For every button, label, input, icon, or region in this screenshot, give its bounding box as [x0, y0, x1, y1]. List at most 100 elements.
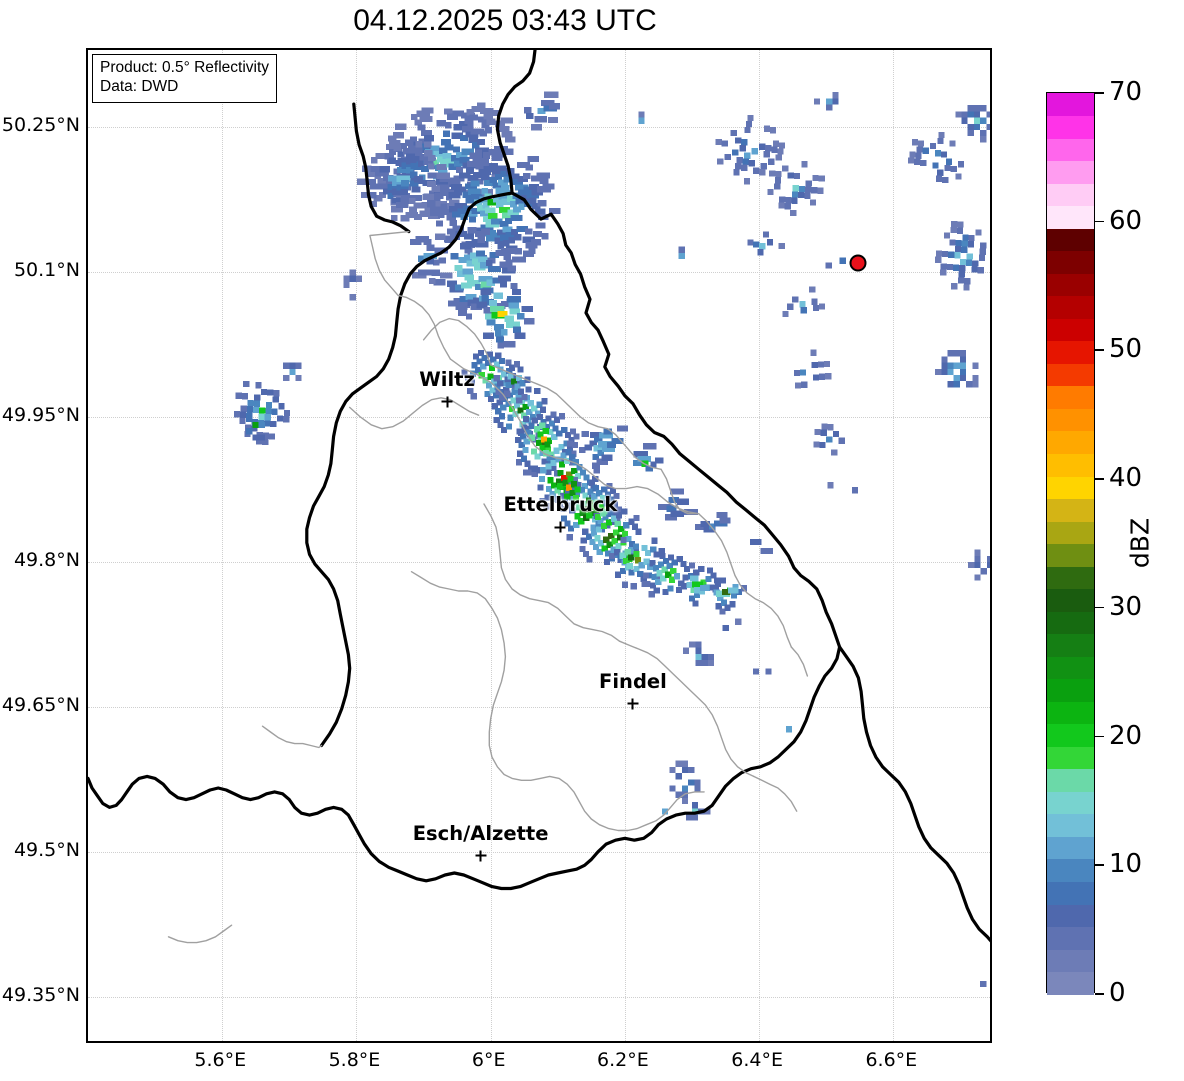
colorbar-segment	[1047, 520, 1094, 545]
colorbar-segment	[1047, 138, 1094, 162]
city-label-wiltz: Wiltz	[419, 367, 475, 391]
colorbar-tick-label: 30	[1109, 591, 1143, 622]
x-axis-tick-label: 6.6°E	[865, 1049, 918, 1071]
gridline-vertical	[222, 50, 224, 1041]
colorbar-segment	[1047, 543, 1094, 567]
admin-boundary	[410, 571, 629, 832]
colorbar-segment	[1047, 475, 1094, 500]
colorbar-tick	[1095, 606, 1104, 609]
y-axis-tick-label: 50.1°N	[13, 259, 80, 282]
admin-boundary	[606, 428, 662, 470]
info-data-line: Data: DWD	[100, 77, 179, 95]
colorbar-tick	[1095, 993, 1104, 995]
national-border-west	[305, 191, 514, 748]
colorbar-segment	[1047, 205, 1094, 229]
national-border-northeast	[495, 50, 537, 195]
colorbar-segment	[1047, 250, 1094, 274]
colorbar-segment	[1047, 453, 1094, 477]
colorbar-segment	[1047, 701, 1094, 725]
city-marker-icon	[475, 850, 487, 862]
colorbar-segment	[1047, 160, 1094, 184]
colorbar-segment	[1047, 858, 1094, 882]
national-border-south	[88, 191, 842, 891]
x-axis-tick-label: 6°E	[471, 1049, 506, 1071]
y-axis-tick-label: 49.35°N	[1, 983, 80, 1006]
colorbar-segment	[1047, 318, 1094, 342]
colorbar-segment	[1047, 385, 1094, 409]
admin-boundary	[660, 468, 700, 515]
y-axis-tick-label: 50.25°N	[1, 114, 80, 137]
gridline-horizontal	[88, 851, 990, 854]
colorbar[interactable]	[1046, 92, 1095, 995]
colorbar-segment	[1047, 611, 1094, 635]
gridline-horizontal	[88, 561, 990, 564]
admin-boundary	[261, 725, 323, 749]
admin-boundary	[753, 775, 798, 812]
y-axis-tick-label: 49.65°N	[1, 693, 80, 716]
admin-boundary	[790, 646, 809, 677]
x-axis-tick-label: 6.4°E	[731, 1049, 783, 1071]
colorbar-segment	[1047, 633, 1094, 657]
admin-boundary	[369, 230, 410, 297]
colorbar-segment	[1047, 588, 1094, 612]
colorbar-tick	[1095, 220, 1104, 223]
colorbar-segment	[1047, 746, 1094, 770]
gridline-vertical	[893, 50, 895, 1041]
colorbar-segment	[1047, 340, 1094, 364]
gridline-horizontal	[88, 272, 990, 274]
colorbar-tick	[1095, 735, 1104, 738]
colorbar-tick-label: 40	[1109, 463, 1143, 494]
admin-boundary	[449, 358, 700, 515]
city-marker-icon	[554, 521, 566, 533]
city-label-ettelbruck: Ettelbruck	[503, 493, 618, 517]
gridline-vertical	[490, 50, 493, 1041]
colorbar-segment	[1047, 430, 1094, 454]
colorbar-tick-label: 70	[1109, 77, 1143, 107]
page-title: 04.12.2025 03:43 UTC	[353, 4, 657, 37]
colorbar-title: dBZ	[1125, 517, 1155, 569]
gridline-horizontal	[88, 706, 990, 709]
radar-map-plot[interactable]: Wiltz Ettelbruck Findel Esch/Alzette Produc…	[86, 48, 992, 1043]
colorbar-segment	[1047, 408, 1094, 432]
colorbar-tick-label: 20	[1109, 720, 1143, 751]
colorbar-segment	[1047, 723, 1094, 747]
gridline-vertical	[356, 50, 358, 1041]
x-axis-tick-label: 6.2°E	[597, 1049, 649, 1071]
city-label-findel: Findel	[599, 669, 667, 693]
radar-map-canvas: Wiltz Ettelbruck Findel Esch/Alzette	[88, 50, 990, 1041]
radar-station-marker[interactable]	[849, 254, 867, 272]
colorbar-tick-label: 0	[1109, 978, 1126, 1008]
colorbar-segment	[1047, 498, 1094, 522]
colorbar-segment	[1047, 926, 1094, 950]
colorbar-segment	[1047, 948, 1094, 973]
admin-boundary	[349, 397, 480, 430]
admin-boundary	[397, 294, 452, 360]
colorbar-segment	[1047, 813, 1094, 837]
colorbar-segment	[1047, 768, 1094, 792]
colorbar-segment	[1047, 836, 1094, 860]
colorbar-tick-label: 60	[1109, 205, 1143, 236]
colorbar-segment	[1047, 678, 1094, 702]
city-marker-icon	[627, 698, 639, 710]
colorbar-tick	[1095, 349, 1104, 351]
colorbar-segment	[1047, 115, 1094, 139]
colorbar-segment	[1047, 566, 1094, 590]
colorbar-segment	[1047, 363, 1094, 387]
colorbar-segment	[1047, 791, 1094, 815]
gridline-horizontal	[88, 996, 990, 999]
admin-boundary	[698, 513, 792, 648]
map-boundaries-layer	[88, 50, 990, 944]
y-axis-tick-label: 49.95°N	[1, 404, 80, 427]
colorbar-segment	[1047, 183, 1094, 207]
product-info-box: Product: 0.5° Reflectivity Data: DWD	[92, 54, 278, 103]
colorbar-tick	[1095, 478, 1104, 480]
gridline-vertical	[759, 50, 761, 1041]
national-border-northwest	[352, 102, 411, 234]
admin-boundary	[167, 924, 233, 944]
radar-echo-layer	[233, 91, 990, 987]
colorbar-tick-label: 50	[1109, 334, 1143, 365]
city-marker-icon	[441, 396, 453, 408]
colorbar-segment	[1047, 228, 1094, 252]
colorbar-tick-label: 10	[1109, 849, 1143, 880]
admin-boundary	[422, 317, 492, 366]
